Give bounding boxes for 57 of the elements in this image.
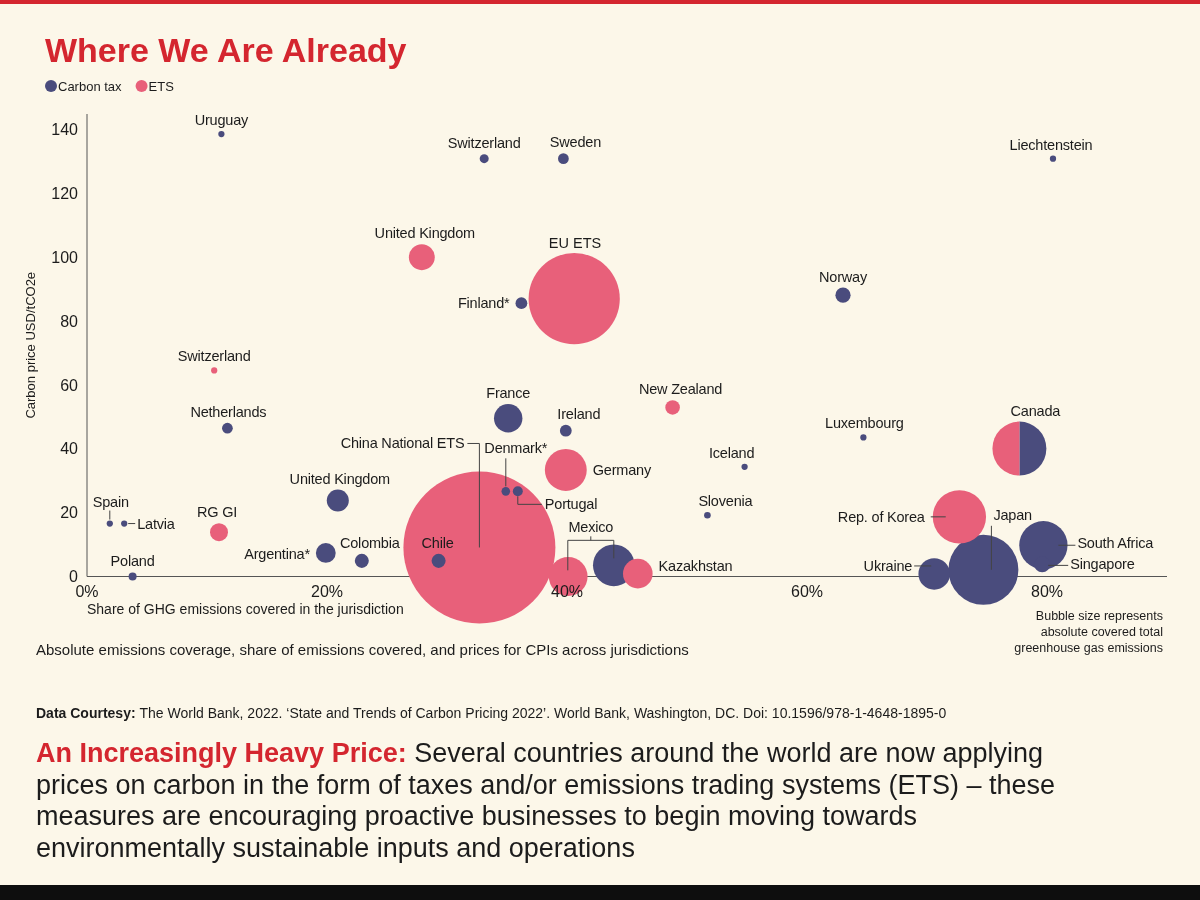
annotation: Chile (421, 534, 454, 551)
annotation: Rep. of Korea (837, 508, 926, 525)
annotation: South Africa (1077, 535, 1155, 552)
annotation: Liechtenstein (1009, 136, 1093, 153)
annotation: New Zealand (638, 381, 723, 398)
y-tick-label: 0 (69, 568, 79, 585)
annotation: Argentina* (244, 545, 311, 562)
annotation: Mexico (568, 519, 614, 536)
annotation: Luxembourg (825, 415, 904, 432)
x-tick-label: 80% (1030, 582, 1064, 600)
annotation: Kazakhstan (658, 557, 733, 574)
annotation: Norway (819, 268, 868, 285)
annotation: Spain (92, 493, 129, 510)
annotation: Denmark* (484, 440, 548, 457)
annotation: Poland (110, 553, 155, 570)
annotation: EU ETS (548, 235, 602, 251)
annotation: United Kingdom (289, 470, 391, 487)
x-tick-label: 60% (790, 582, 824, 600)
x-tick-label: 20% (310, 582, 344, 600)
annotation: Ireland (557, 405, 601, 422)
y-tick-label: 140 (51, 121, 79, 139)
annotation: Slovenia (698, 492, 754, 509)
annotation: Japan (993, 506, 1033, 523)
annotation: Singapore (1070, 556, 1135, 573)
annotation: Finland* (457, 295, 511, 312)
x-axis-title: Share of GHG emissions covered in the jurisdiction (87, 600, 404, 617)
legend-label: ETS (148, 78, 175, 94)
annotation: China National ETS (340, 435, 465, 452)
annotation: Canada (1010, 402, 1062, 419)
annotation: Switzerland (177, 348, 251, 365)
annotation: Switzerland (447, 135, 521, 152)
annotation: United Kingdom (374, 225, 476, 242)
text: Absolute emissions coverage, share of emissions covered, and prices for CPIs across jurisdictions (36, 641, 689, 658)
legend-label: Carbon tax (58, 78, 123, 94)
text: An Increasingly Heavy Price: Several countries around the world are now applying prices on carbon in the form of taxes and/or emissions trading systems (ETS) – these measures are encouraging proactive businesses to begin moving towards environmentally sustainable inputs and operations (36, 738, 1055, 863)
annotation: France (486, 385, 531, 402)
y-tick-label: 60 (60, 376, 79, 394)
y-axis-title: Carbon price USD/tCO2e (23, 271, 38, 419)
annotation: Portugal (544, 496, 598, 513)
annotation: Sweden (549, 134, 602, 151)
y-tick-label: 100 (51, 249, 79, 267)
y-tick-label: 40 (60, 440, 79, 458)
annotation: Ukraine (863, 557, 913, 574)
y-tick-label: 20 (60, 504, 79, 522)
text: Data Courtesy: The World Bank, 2022. ‘State and Trends of Carbon Pricing 2022’. World Bank, Washington, DC. Doi: 10.1596/978-1-4648-1895-0 (36, 705, 947, 721)
chart-title: Where We Are Already (45, 31, 407, 69)
annotation: Uruguay (194, 111, 250, 128)
annotation: Latvia (137, 515, 176, 532)
annotation: Colombia (339, 534, 401, 551)
annotation: Germany (592, 461, 652, 478)
annotation: Netherlands (190, 403, 267, 420)
text: Bubble size represents absolute covered total greenhouse gas emissions (1014, 609, 1163, 655)
annotation: Iceland (708, 444, 755, 461)
y-tick-label: 80 (60, 312, 79, 330)
x-tick-label: 0% (75, 582, 99, 600)
annotation: RG GI (196, 504, 238, 521)
y-tick-label: 120 (51, 185, 79, 203)
